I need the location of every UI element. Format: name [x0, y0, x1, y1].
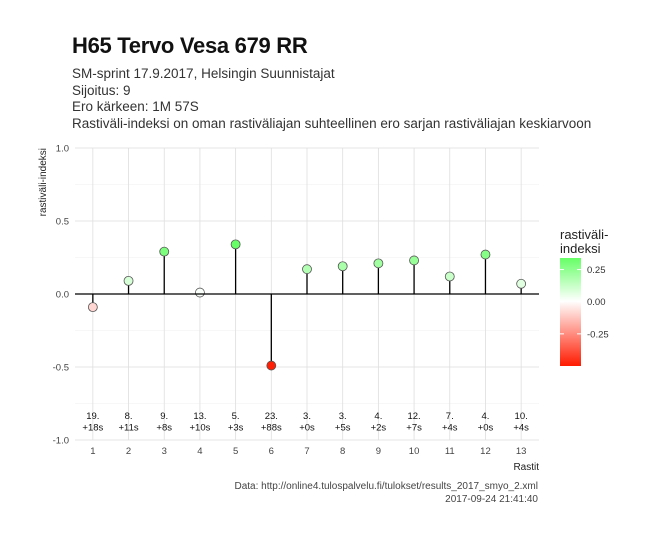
annotation-time: +3s: [228, 422, 244, 433]
lollipop-point: [87, 302, 98, 313]
lollipop-point: [480, 249, 491, 260]
x-tick-label: 11: [445, 446, 455, 457]
x-tick-label: 9: [376, 446, 381, 457]
caption-timestamp: 2017-09-24 21:41:40: [445, 494, 538, 505]
annotation-time: +4s: [442, 422, 458, 433]
annotation-time: +10s: [189, 422, 210, 433]
annotation-rank: 8.: [125, 411, 133, 422]
x-tick-label: 10: [409, 446, 420, 457]
x-axis-title: Rastit: [513, 462, 539, 473]
annotation-time: +7s: [406, 422, 422, 433]
x-tick-label: 7: [304, 446, 309, 457]
legend-tick-label: 0.25: [587, 265, 606, 276]
lollipop-point: [230, 239, 241, 250]
lollipop-point: [195, 287, 205, 298]
subtitle-line-event: SM-sprint 17.9.2017, Helsingin Suunnista…: [72, 66, 335, 81]
chart-title: H65 Tervo Vesa 679 RR: [72, 33, 308, 58]
annotation-time: +0s: [478, 422, 494, 433]
chart-caption: Data: http://online4.tulospalvelu.fi/tul…: [234, 480, 538, 506]
y-tick-label: 1.0: [56, 144, 69, 155]
chart-axes: -1.0-0.50.00.51.01 2 3 4 5 6 7 8 9 10 11 12 13Rastit…: [38, 144, 539, 474]
annotation-rank: 9.: [160, 411, 168, 422]
annotation-time: +4s: [513, 422, 529, 433]
lollipop-point: [159, 246, 170, 257]
color-legend: rastiväli- indeksi 0.25 0.00 -0.25: [560, 227, 609, 366]
annotation-rank: 13.: [193, 411, 206, 422]
y-tick-label: -1.0: [53, 436, 69, 447]
x-tick-label: 6: [269, 446, 274, 457]
x-tick-label: 12: [480, 446, 491, 457]
annotation-rank: 10.: [515, 411, 528, 422]
annotation-rank: 5.: [232, 411, 240, 422]
annotation-time: +5s: [335, 422, 351, 433]
legend-title-line-1: rastiväli-: [560, 227, 608, 242]
x-tick-label: 3: [162, 446, 167, 457]
caption-source: Data: http://online4.tulospalvelu.fi/tul…: [234, 481, 538, 492]
chart-subtitle: SM-sprint 17.9.2017, Helsingin Suunnista…: [72, 66, 591, 132]
chart-grid: [75, 147, 539, 441]
subtitle-line-placement: Sijoitus: 9: [72, 82, 131, 98]
x-tick-label: 8: [340, 446, 345, 457]
lollipop-point: [444, 271, 455, 282]
annotation-time: +8s: [156, 422, 172, 433]
annotation-rank: 4.: [481, 411, 489, 422]
lollipop-point: [302, 264, 312, 275]
x-tick-label: 2: [126, 446, 131, 457]
annotation-time: +0s: [299, 422, 315, 433]
annotation-time: +18s: [82, 422, 103, 433]
annotation-rank: 3.: [339, 411, 347, 422]
annotation-time: +2s: [371, 422, 387, 433]
lollipop-stems: [92, 244, 522, 366]
y-tick-label: -0.5: [53, 363, 69, 374]
legend-tick-label: 0.00: [587, 297, 606, 308]
lollipop-point: [266, 360, 277, 371]
y-axis-title: rastiväli-indeksi: [38, 148, 49, 216]
legend-tick-label: -0.25: [587, 329, 609, 340]
lollipop-point: [373, 258, 384, 269]
x-tick-label: 1: [90, 446, 95, 457]
legend-title-line-2: indeksi: [560, 241, 601, 256]
annotation-rank: 23.: [265, 411, 278, 422]
split-annotations: 19.+18s8.+11s9.+8s13.+10s5.+3s23.+88s3.+…: [82, 411, 529, 434]
annotation-rank: 19.: [86, 411, 99, 422]
x-tick-label: 5: [233, 446, 238, 457]
lollipop-point: [123, 275, 134, 286]
annotation-rank: 7.: [446, 411, 454, 422]
x-tick-label: 4: [197, 446, 202, 457]
lollipop-point: [409, 255, 419, 266]
subtitle-line-description: Rastiväli-indeksi on oman rastiväliajan …: [72, 115, 592, 131]
annotation-rank: 12.: [407, 411, 420, 422]
annotation-time: +11s: [118, 422, 138, 433]
legend-colorbar: [560, 258, 581, 366]
lollipop-points: [87, 239, 527, 371]
annotation-time: +88s: [261, 422, 282, 433]
y-tick-label: 0.0: [56, 290, 69, 301]
y-tick-label: 0.5: [56, 217, 69, 228]
lollipop-point: [337, 261, 348, 272]
annotation-rank: 4.: [374, 411, 382, 422]
subtitle-line-gap: Ero kärkeen: 1M 57S: [72, 99, 199, 114]
x-tick-label: 13: [516, 446, 527, 457]
annotation-rank: 3.: [303, 411, 311, 422]
lollipop-point: [516, 278, 527, 289]
